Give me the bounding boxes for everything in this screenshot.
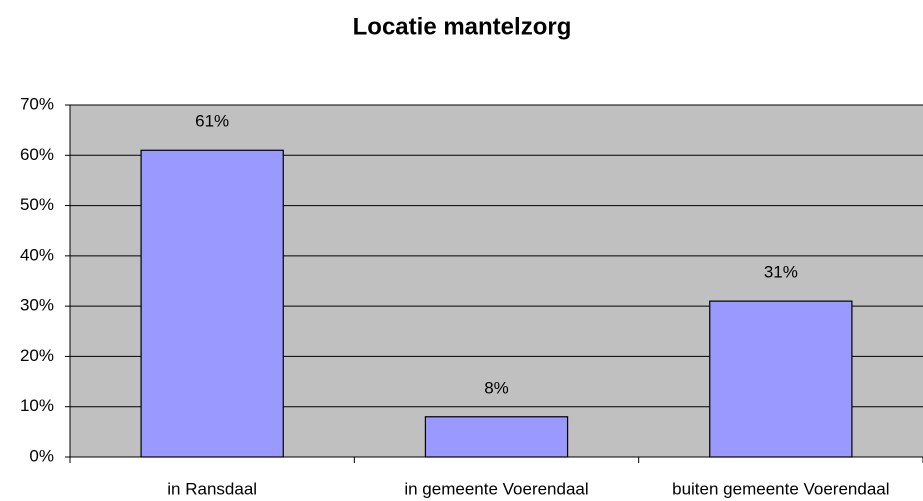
y-tick-label: 30% [20, 296, 54, 315]
bar [140, 149, 284, 458]
y-tick-label: 10% [20, 396, 54, 415]
bar [424, 416, 569, 458]
x-tick-label: buiten gemeente Voerendaal [672, 479, 889, 498]
chart-title: Locatie mantelzorg [353, 13, 572, 40]
y-tick-label: 70% [20, 94, 54, 113]
value-label: 61% [195, 112, 229, 131]
y-tick-label: 0% [29, 446, 54, 465]
value-label: 8% [484, 378, 509, 397]
value-label: 31% [764, 263, 798, 282]
y-tick-label: 60% [20, 145, 54, 164]
x-tick-label: in gemeente Voerendaal [404, 479, 588, 498]
bar [709, 300, 853, 458]
y-tick-label: 50% [20, 195, 54, 214]
x-tick-label: in Ransdaal [167, 479, 257, 498]
y-tick-label: 40% [20, 245, 54, 264]
y-tick-label: 20% [20, 346, 54, 365]
